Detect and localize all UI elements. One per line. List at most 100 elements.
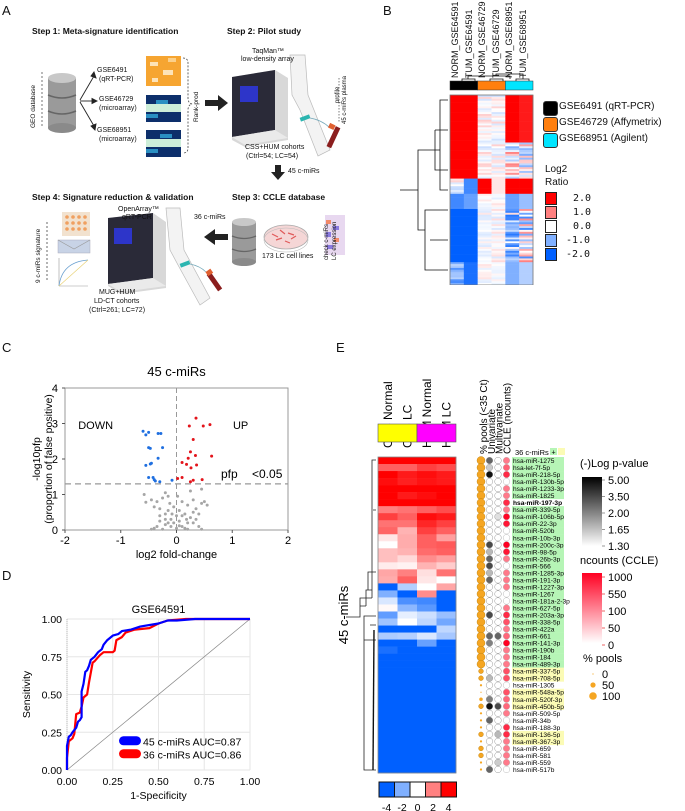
heatmap-b-cell: [450, 279, 465, 282]
heatmap-b-cell: [505, 152, 520, 155]
point-down: [156, 431, 160, 435]
multivariate-dot: [494, 590, 502, 598]
heatmap-b-cell: [519, 136, 534, 139]
heatmap-b-column-label: TUM_GSE64591: [463, 9, 474, 78]
heatmap-b-cell: [505, 180, 520, 183]
heatmap-b-cell: [505, 267, 520, 271]
heatmap-b-cell: [491, 112, 506, 115]
heatmap-b-cell: [505, 269, 520, 272]
heatmap-e-cell: [417, 681, 437, 690]
point-up: [187, 424, 191, 428]
heatmap-b-cell: [450, 275, 465, 278]
heatmap-b-cell: [491, 207, 506, 210]
heatmap-e-cell: [417, 646, 437, 654]
mirna-label-bg: [512, 520, 564, 528]
point-up: [176, 477, 180, 481]
heatmap-b-cell: [519, 210, 534, 214]
point-ns: [191, 498, 195, 502]
mirna-label: hsa-miR-422a: [513, 627, 555, 634]
mirna-label-bg: [512, 583, 564, 591]
heatmap-b-cell: [491, 176, 506, 179]
scale-title-line1: Log2: [545, 164, 568, 175]
heatmap-b-cell: [491, 182, 506, 185]
heatmap-e-cell: [378, 597, 398, 605]
pools-dot: [478, 703, 484, 709]
heatmap-b-cell: [505, 108, 520, 111]
heatmap-b-cell: [519, 150, 534, 153]
heatmap-e-cell: [417, 709, 437, 718]
point-up: [200, 478, 204, 482]
heatmap-b-cell: [505, 171, 520, 174]
heatmap-b-cell: [491, 212, 506, 215]
heatmap-thumb-orange: [146, 56, 181, 86]
heatmap-e-cell: [397, 597, 418, 605]
heatmap-b-cell: [505, 273, 520, 276]
point-ns: [197, 512, 201, 516]
heatmap-e-cell: [436, 723, 457, 732]
heatmap-b-cell: [477, 153, 492, 157]
univariate-dot: [485, 646, 494, 654]
heatmap-b-cell: [491, 239, 506, 242]
heatmap-b-cell: [519, 129, 534, 132]
heatmap-b-cell: [477, 161, 492, 164]
heatmap-b-cell: [505, 131, 520, 134]
heatmap-b-cell: [491, 271, 506, 274]
ccle-dot: [502, 456, 511, 465]
heatmap-b-cell: [491, 195, 506, 198]
heatmap-b-cell: [505, 136, 520, 139]
ccle-dot: [502, 485, 511, 493]
mirna-label-bg: [512, 471, 564, 479]
point-up: [201, 424, 205, 428]
heatmap-b-cell: [505, 167, 520, 170]
heatmap-b-cell: [463, 264, 478, 267]
heatmap-e-cell: [378, 506, 398, 514]
heatmap-e-cell: [417, 632, 437, 640]
heatmap-b-cell: [463, 142, 478, 145]
multivariate-dot: [494, 569, 502, 577]
y-tick-label: 0: [52, 525, 58, 537]
heatmap-b-cell: [505, 241, 520, 244]
pvalue-gradient: [582, 477, 602, 546]
point-ns: [183, 512, 187, 516]
heatmap-e-cell: [378, 765, 398, 774]
heatmap-e-cell: [436, 604, 457, 612]
heatmap-b-cell: [491, 148, 506, 151]
univariate-dot: [485, 541, 494, 549]
pvalue-legend-title: (-)Log p-value: [580, 458, 648, 470]
side-column-label: % pools (<35 Ct): [479, 379, 490, 454]
heatmap-e-cell: [417, 520, 437, 528]
heatmap-b-cell: [491, 121, 506, 124]
mirna-label: hsa-miR-517b: [513, 767, 555, 774]
scale-label: -1.0: [566, 235, 591, 246]
heatmap-e-cell: [378, 632, 398, 640]
point-ns: [186, 527, 190, 531]
univariate-dot: [485, 597, 494, 605]
pools-dot: [476, 512, 486, 521]
heatmap-b-cell: [450, 102, 465, 105]
ccle-dot: [502, 667, 511, 675]
heatmap-b-cell: [477, 117, 492, 120]
heatmap-b-cell: [519, 209, 534, 212]
point-ns: [185, 517, 189, 521]
heatmap-b-cell: [519, 245, 534, 248]
heatmap-b-cell: [463, 226, 478, 229]
mirna-label: hsa-miR-191-3p: [513, 577, 561, 584]
heatmap-b-cell: [505, 229, 520, 233]
heatmap-b-cell: [519, 262, 534, 265]
mirna-label-bg: [512, 625, 564, 633]
heatmap-b-cell: [519, 205, 534, 208]
heatmap-b-cell: [450, 216, 465, 219]
heatmap-e-cell: [397, 464, 418, 472]
legend-label-3: GSE68951 (Agilent): [559, 133, 648, 144]
heatmap-b-cell: [477, 252, 492, 255]
heatmap-b-cell: [491, 283, 506, 285]
mirna-label-bg: [512, 569, 564, 577]
univariate-dot: [485, 688, 494, 696]
heatmap-b-cell: [463, 150, 478, 153]
pvalue-tick-label: 1.65: [608, 525, 629, 537]
heatmap-b-cell: [477, 186, 492, 189]
mirna-label-bg: [512, 695, 564, 703]
point-ns: [180, 514, 184, 518]
heatmap-b-cell: [477, 209, 492, 212]
mirna-label: hsa-miR-10b-3p: [513, 535, 561, 542]
